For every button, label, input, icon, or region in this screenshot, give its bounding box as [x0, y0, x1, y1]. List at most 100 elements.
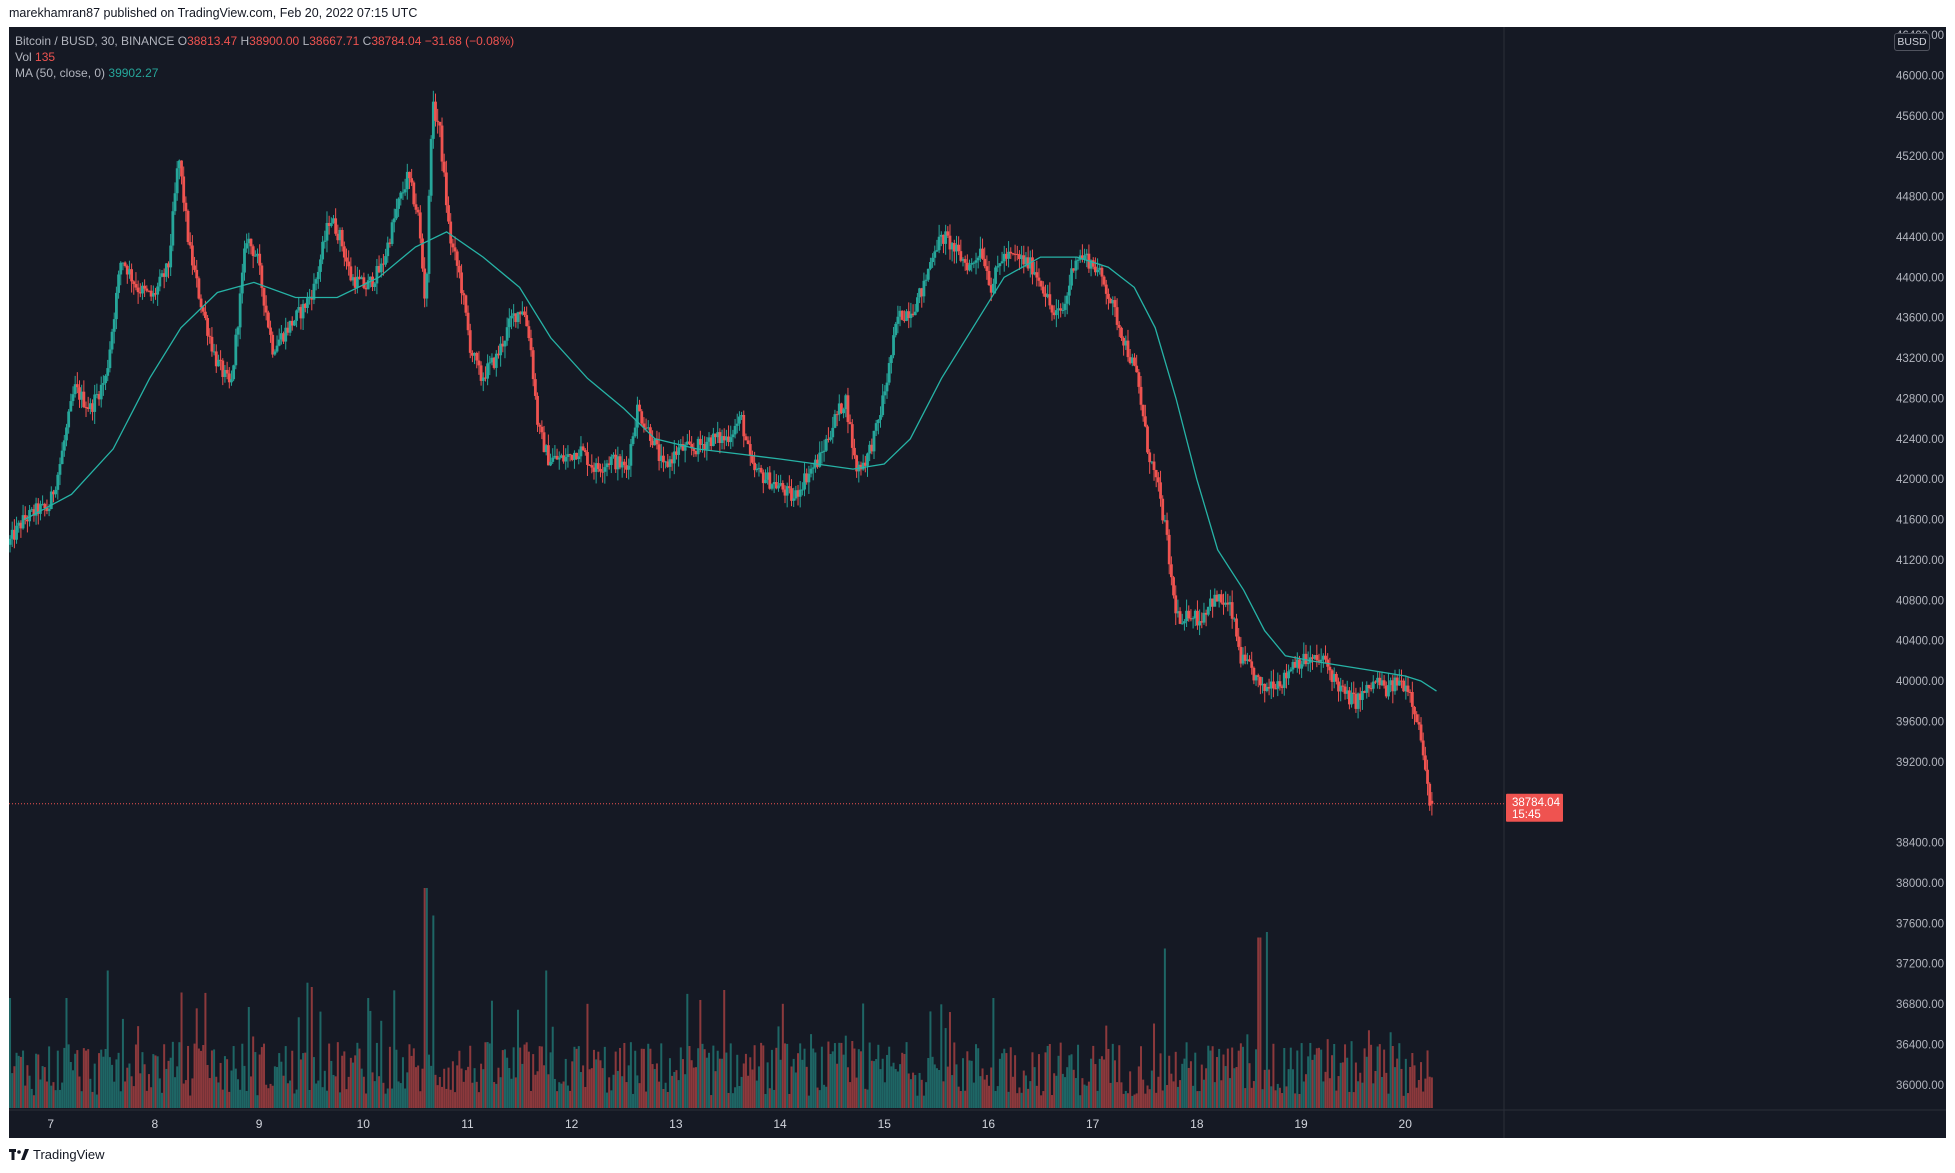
candle-body: [1096, 269, 1099, 273]
volume-bar: [747, 1075, 750, 1108]
candle-body: [829, 437, 832, 440]
volume-bar: [61, 1082, 64, 1108]
price-tick-label: 41600.00: [1896, 515, 1944, 527]
candle-body: [738, 416, 741, 424]
symbol-title[interactable]: Bitcoin / BUSD, 30, BINANCE: [15, 34, 175, 48]
volume-bar: [1055, 1075, 1058, 1108]
volume-bar: [855, 1077, 858, 1108]
candle-body: [1285, 672, 1288, 679]
volume-bar: [560, 1083, 563, 1108]
candle-body: [785, 486, 789, 496]
chart-panel[interactable]: 36000.00 36400.00 36800.00 37200.00 37600.00…: [9, 27, 1946, 1138]
candle-body: [316, 271, 320, 280]
price-tick-label: 43200.00: [1896, 353, 1944, 365]
candle-body: [297, 307, 301, 311]
volume-bar: [619, 1047, 622, 1108]
volume-bar: [365, 1093, 368, 1108]
ma-label[interactable]: MA (50, close, 0): [15, 66, 106, 80]
candle-body: [657, 444, 661, 461]
volume-bar: [145, 1090, 148, 1108]
volume-bar: [102, 1056, 105, 1108]
volume-bar: [447, 1067, 450, 1108]
volume-bar: [232, 1046, 235, 1108]
candle-body: [1376, 677, 1380, 683]
candle-body: [887, 363, 891, 383]
volume-bar: [163, 1044, 166, 1108]
volume-bar: [137, 1026, 140, 1108]
volume-bar: [1057, 1055, 1060, 1108]
high-label: H: [240, 34, 250, 48]
volume-label[interactable]: Vol: [15, 50, 32, 64]
volume-bar: [699, 999, 702, 1108]
volume-bar: [412, 1048, 415, 1108]
volume-bar: [1029, 1081, 1032, 1108]
candle-body: [1304, 653, 1308, 665]
candle-body: [408, 171, 411, 179]
candle-body: [334, 218, 338, 234]
candle-body: [327, 222, 331, 226]
candle-body: [1341, 685, 1345, 687]
candle-body: [1254, 675, 1258, 681]
candle-body: [1198, 621, 1202, 626]
volume-bar: [1302, 1081, 1305, 1108]
volume-bar: [130, 1076, 133, 1108]
volume-bar: [1242, 1046, 1245, 1108]
candle-body: [859, 464, 863, 470]
price-tick-label: 37600.00: [1896, 918, 1944, 930]
volume-bar: [1391, 1045, 1394, 1108]
volume-bar: [881, 1058, 884, 1108]
candle-body: [501, 343, 505, 347]
candle-body: [1124, 340, 1128, 346]
currency-tag[interactable]: BUSD: [1894, 33, 1930, 51]
volume-bar: [948, 1012, 951, 1108]
candle-body: [1397, 680, 1401, 686]
candle-body: [1061, 309, 1065, 311]
candle-body: [69, 401, 73, 412]
candle-body: [60, 450, 64, 465]
volume-bar: [147, 1074, 150, 1108]
chart-canvas[interactable]: 36000.00 36400.00 36800.00 37200.00 37600.00…: [9, 27, 1946, 1138]
candle-body: [167, 263, 170, 268]
candle-body: [662, 455, 665, 463]
volume-bar: [54, 1090, 57, 1108]
volume-bar: [1246, 1034, 1249, 1108]
volume-bar: [354, 1055, 357, 1108]
volume-bar: [150, 1087, 153, 1108]
candle-body: [1311, 657, 1314, 659]
candle-body: [831, 427, 835, 438]
volume-bar: [625, 1082, 628, 1108]
candle-body: [570, 454, 574, 460]
volume-bar: [9, 998, 12, 1108]
volume-bar: [52, 1082, 55, 1108]
volume-bar: [1300, 1043, 1303, 1108]
volume-bar: [1229, 1078, 1232, 1108]
volume-bar: [356, 1042, 359, 1108]
candle-body: [499, 343, 503, 356]
candle-body: [1022, 255, 1026, 265]
candle-body: [1020, 255, 1024, 260]
candle-body: [234, 334, 238, 366]
candle-body: [868, 444, 872, 454]
volume-bar: [1304, 1074, 1307, 1108]
candle-body: [273, 351, 277, 355]
candle-body: [772, 482, 776, 485]
volume-bar: [1350, 1041, 1353, 1108]
volume-bar: [712, 1045, 715, 1108]
candle-body: [1250, 661, 1254, 668]
volume-bar: [744, 1053, 747, 1108]
date-tick-label: 12: [565, 1117, 579, 1131]
volume-bar: [792, 1058, 795, 1108]
volume-bar: [306, 982, 309, 1108]
volume-bar: [1213, 1082, 1216, 1108]
candle-body: [193, 265, 196, 270]
candle-body: [277, 339, 281, 346]
volume-bar: [1272, 1043, 1275, 1108]
volume-bar: [345, 1089, 348, 1108]
volume-bar: [39, 1079, 42, 1108]
volume-bar: [655, 1063, 658, 1108]
candle-body: [510, 315, 513, 319]
volume-bar: [1059, 1042, 1062, 1108]
candle-body: [314, 279, 318, 284]
candle-body: [989, 285, 993, 293]
